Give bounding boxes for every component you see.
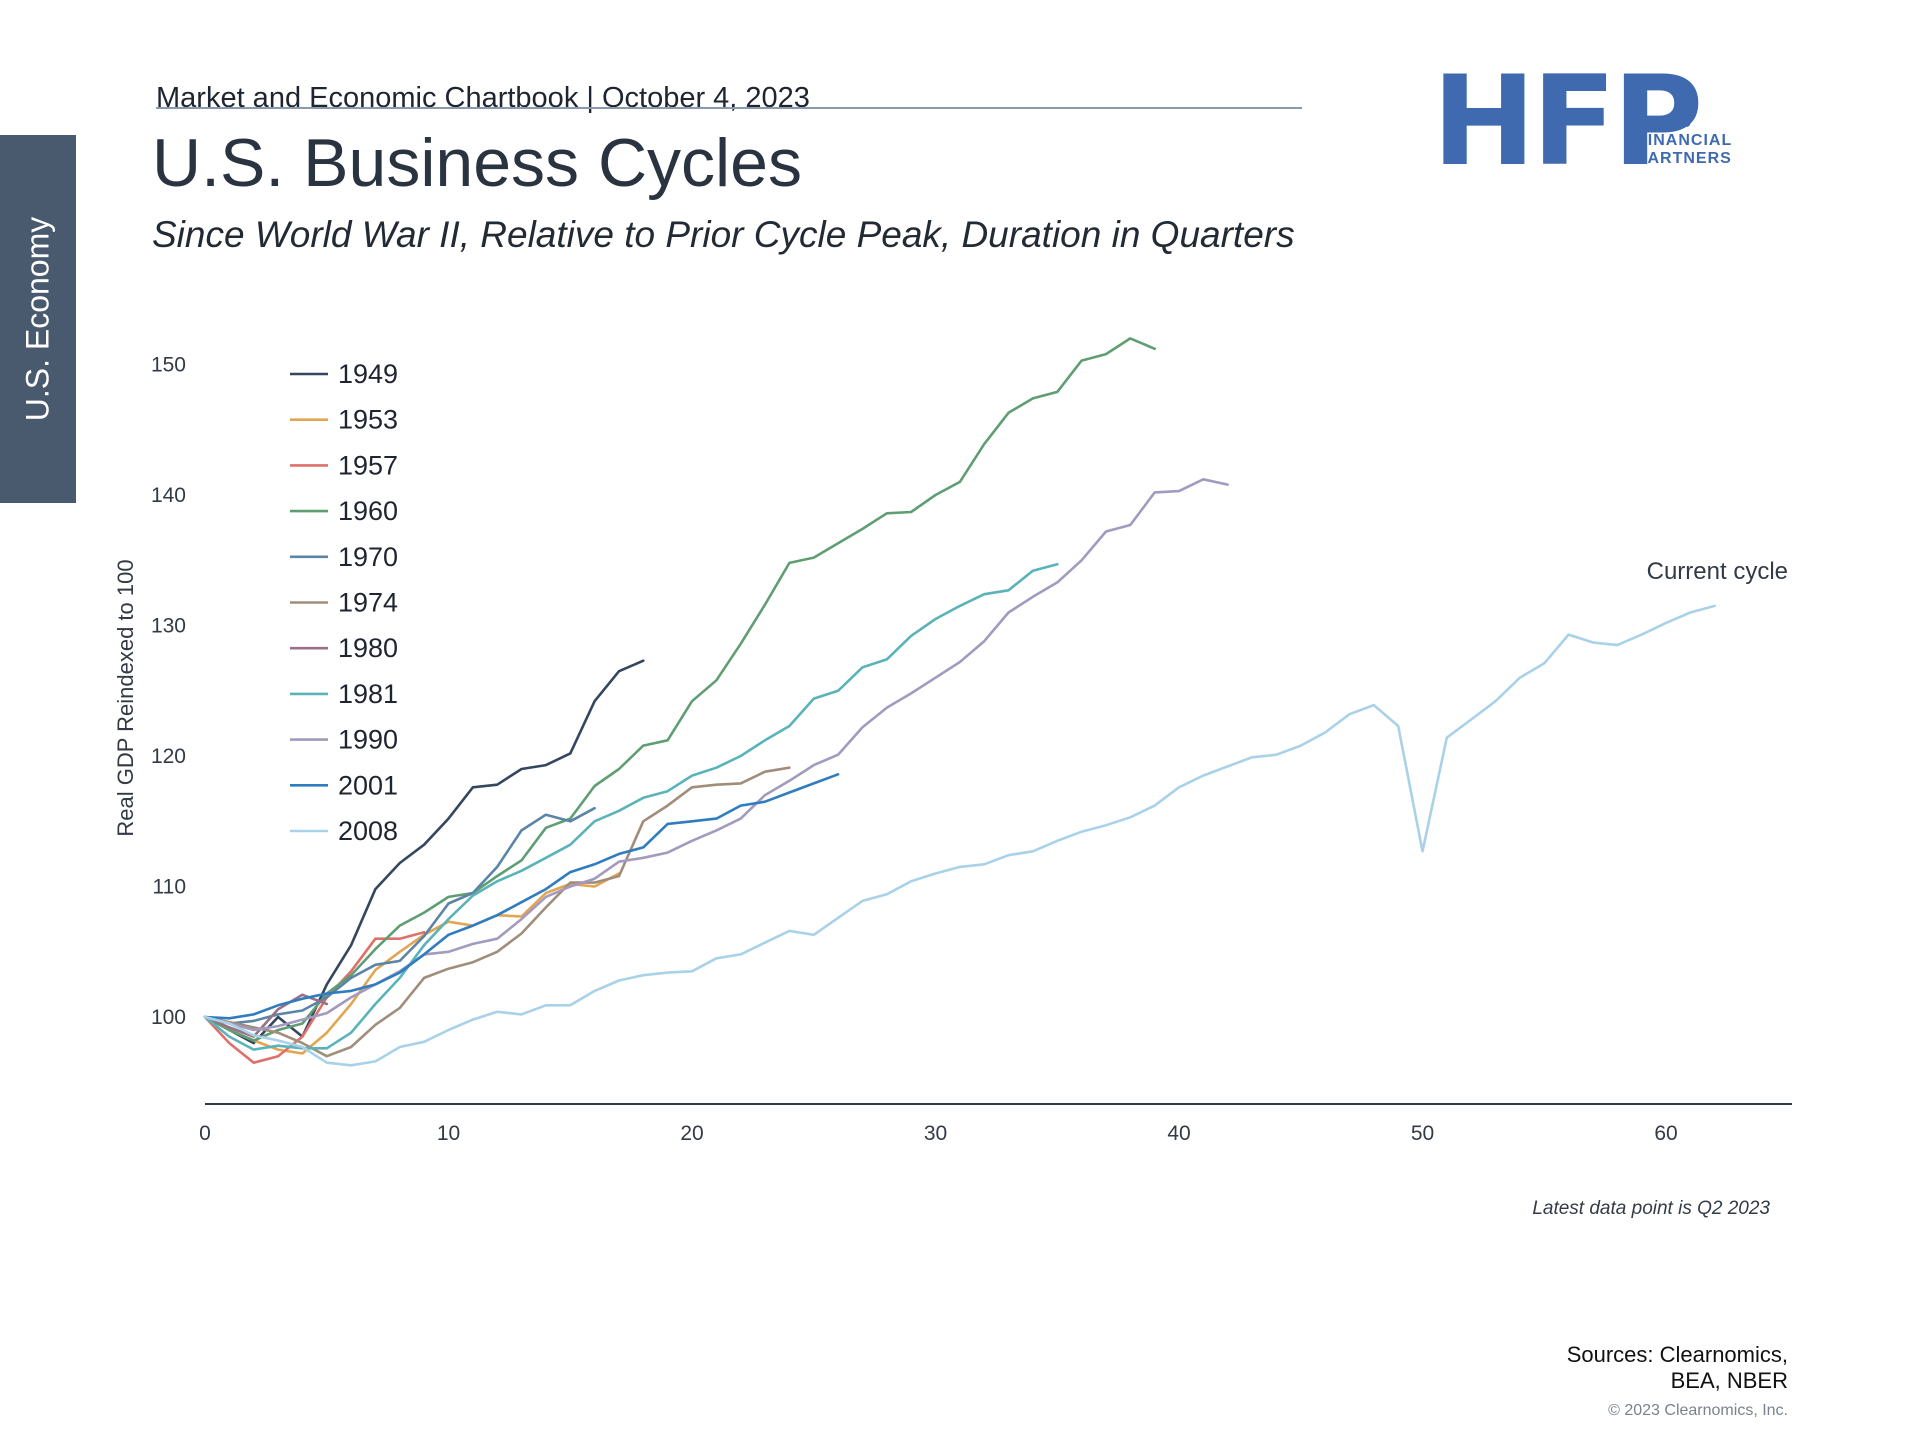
legend-label-2008: 2008 xyxy=(338,816,398,846)
logo-word-1: HICKS xyxy=(1637,114,1692,131)
x-tick-label: 20 xyxy=(680,1122,703,1145)
series-line-1953 xyxy=(203,872,621,1055)
y-tick-label: 140 xyxy=(151,484,186,507)
x-tick-label: 30 xyxy=(924,1122,947,1145)
logo-wordmark: HICKS FINANCIAL PARTNERS xyxy=(1637,114,1732,168)
logo-word-3: PARTNERS xyxy=(1637,150,1732,167)
copyright: © 2023 Clearnomics, Inc. xyxy=(1608,1402,1788,1419)
legend-label-1974: 1974 xyxy=(338,588,398,618)
y-axis-label: Real GDP Reindexed to 100 xyxy=(113,559,138,836)
legend-label-1990: 1990 xyxy=(338,725,398,755)
legend-label-1953: 1953 xyxy=(338,405,398,435)
y-tick-label: 130 xyxy=(151,615,186,638)
legend-label-1960: 1960 xyxy=(338,496,398,526)
y-tick-label: 120 xyxy=(151,745,186,768)
logo-word-2: FINANCIAL xyxy=(1637,132,1733,149)
annotation-current-cycle: Current cycle xyxy=(1647,558,1788,585)
sources: Sources: Clearnomics, BEA, NBER xyxy=(1470,1342,1788,1394)
legend-label-1980: 1980 xyxy=(338,633,398,663)
series-line-1949 xyxy=(203,659,645,1045)
legend-label-1970: 1970 xyxy=(338,542,398,572)
legend-label-2001: 2001 xyxy=(338,770,398,800)
series-line-1981 xyxy=(203,562,1059,1051)
side-tab: U.S. Economy xyxy=(0,135,76,503)
x-tick-label: 0 xyxy=(199,1122,211,1145)
series-line-2008 xyxy=(203,604,1716,1067)
chart-subtitle: Since World War II, Relative to Prior Cy… xyxy=(152,214,1295,255)
y-tick-label: 150 xyxy=(151,354,186,377)
series-line-2001 xyxy=(203,772,840,1020)
y-tick-label: 110 xyxy=(153,876,186,899)
series-line-1980 xyxy=(203,993,329,1038)
legend-label-1949: 1949 xyxy=(338,359,398,389)
company-logo: HFP HICKS FINANCIAL PARTNERS xyxy=(1432,50,1762,194)
logo-mark: HFP xyxy=(1432,50,1703,194)
chart-title: U.S. Business Cycles xyxy=(152,125,802,201)
x-tick-label: 50 xyxy=(1411,1122,1434,1145)
sources-line-2: BEA, NBER xyxy=(1670,1368,1788,1393)
sources-line-1: Sources: Clearnomics, xyxy=(1566,1342,1788,1367)
series-line-1960 xyxy=(203,337,1156,1042)
header-divider xyxy=(156,107,1302,109)
series-line-1974 xyxy=(203,766,791,1058)
y-tick-label: 100 xyxy=(151,1006,186,1029)
legend-label-1981: 1981 xyxy=(338,679,398,709)
x-tick-label: 40 xyxy=(1167,1122,1190,1145)
x-tick-label: 10 xyxy=(437,1122,460,1145)
x-tick-label: 60 xyxy=(1654,1122,1677,1145)
latest-data-note: Latest data point is Q2 2023 xyxy=(1532,1198,1770,1219)
legend-label-1957: 1957 xyxy=(338,450,398,480)
